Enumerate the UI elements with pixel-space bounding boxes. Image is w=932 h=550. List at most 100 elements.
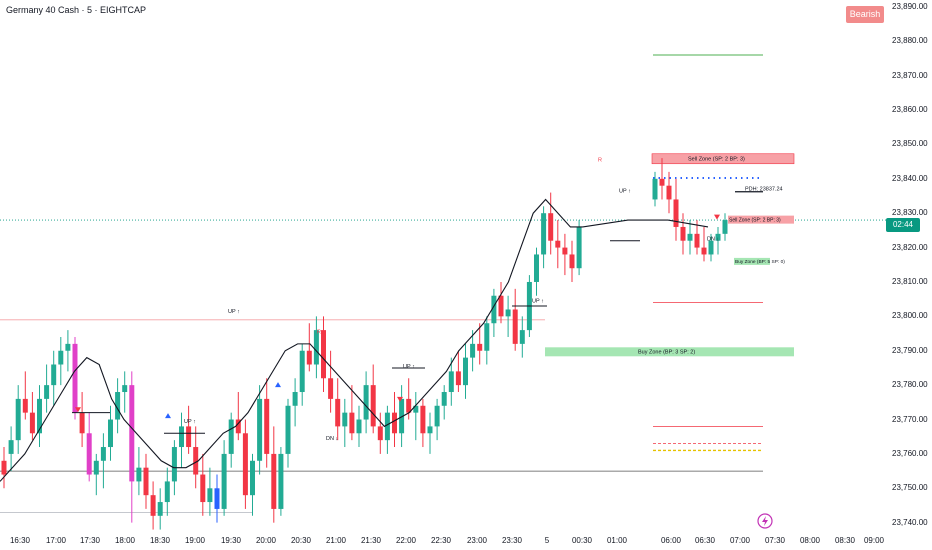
time-tick: 17:00 [45,536,67,545]
lightning-icon[interactable] [757,513,773,529]
time-tick: 18:30 [149,536,171,545]
candle-body [179,426,184,448]
candle-body [370,385,376,427]
r-marker: R [317,330,321,336]
price-tick: 23,770.00 [892,414,928,424]
price-tick: 23,880.00 [892,36,928,46]
candle-body [652,178,658,200]
candle-body [427,426,433,434]
candle-body [666,185,672,200]
dn-label: DN ↓ [326,436,338,442]
candle-body [363,385,369,420]
price-tick: 23,780.00 [892,380,928,390]
candle-body [406,398,412,413]
candle-body [292,392,298,406]
time-tick: 07:00 [729,536,751,545]
candle-body [51,364,57,386]
candle-body [491,295,497,324]
price-tick: 23,850.00 [892,139,928,149]
candle-body [278,453,284,509]
candle-body [207,488,213,503]
candle-body [722,220,728,234]
candle-body [221,453,227,509]
candle-body [576,226,582,269]
time-tick: 08:00 [799,536,821,545]
time-tick: 01:00 [606,536,628,545]
price-chart[interactable]: PDH: 23837.24 Sell Zone (SP: 2 BP: 3) Sell… [0,0,886,533]
time-scale[interactable]: 16:30 17:00 17:30 18:00 18:30 19:00 19:30 20:00… [0,533,886,550]
time-tick: 5 [544,536,550,545]
candle-body [548,213,554,241]
dn-label: DN ↓ [707,237,719,243]
candle-body [534,254,539,282]
candle-body [420,405,426,434]
candle-body [136,467,142,482]
price-scale[interactable]: 23,890.00 23,880.00 23,870.00 23,860.00 23,8… [886,0,932,550]
price-tick: 23,820.00 [892,242,928,252]
candle-body [562,247,568,255]
last-price-flag: 02:44 [886,218,920,232]
candle-body [285,405,291,454]
price-tick: 23,870.00 [892,70,928,80]
time-tick: 21:00 [325,536,347,545]
candle-body [708,240,714,255]
time-tick: 16:30 [9,536,31,545]
candle-body [434,405,440,427]
candle-body [356,419,362,434]
candle-body [171,447,177,482]
candle-body [569,254,575,269]
candle-body [470,343,476,358]
candle-body [58,350,64,365]
candle-body [235,419,241,434]
candle-body [701,247,707,255]
buy-zone-small [734,257,770,265]
candle-body [687,233,693,241]
candle-body [498,295,504,317]
candle-body [44,385,50,399]
candle-body [1,460,7,475]
candle-body [8,440,14,454]
time-tick: 17:30 [79,536,101,545]
candle-body [228,419,234,454]
up-label: UP ↑ [228,309,240,315]
price-tick: 23,750.00 [892,483,928,493]
candle-body [164,481,170,503]
candle-body [392,412,397,434]
candle-body [484,323,490,351]
time-tick: 21:30 [360,536,382,545]
candle-body [242,433,248,496]
sell-arrow-icon [75,407,81,413]
candle-body [200,474,206,503]
candle-body [413,405,419,413]
candle-body [108,419,113,448]
sell-zone-top [651,153,795,165]
candle-body [477,343,483,351]
candle-body [157,502,163,516]
candle-body [250,460,255,496]
sell-arrow-icon [714,214,720,220]
candle-body [519,330,525,344]
candle-body [455,371,461,386]
time-tick: 06:30 [694,536,716,545]
candle-body [680,226,686,241]
candle-body [299,350,305,393]
candle-body [122,385,128,393]
time-tick: 23:00 [466,536,488,545]
candle-body [349,412,355,434]
time-tick: 19:00 [184,536,206,545]
candle-body [271,453,277,509]
candle-body [694,233,700,248]
candle-body [448,371,454,393]
candle-body [15,398,21,441]
price-tick: 23,790.00 [892,345,928,355]
candle-body [214,488,220,509]
price-tick: 23,890.00 [892,1,928,11]
sell-zone-mid [728,215,794,224]
candle-body [555,240,561,248]
candle-body [463,357,468,386]
candle-body [313,330,319,365]
time-tick: 00:30 [571,536,593,545]
candle-body [377,426,383,441]
candle-body [115,392,121,420]
candle-body [399,398,405,434]
